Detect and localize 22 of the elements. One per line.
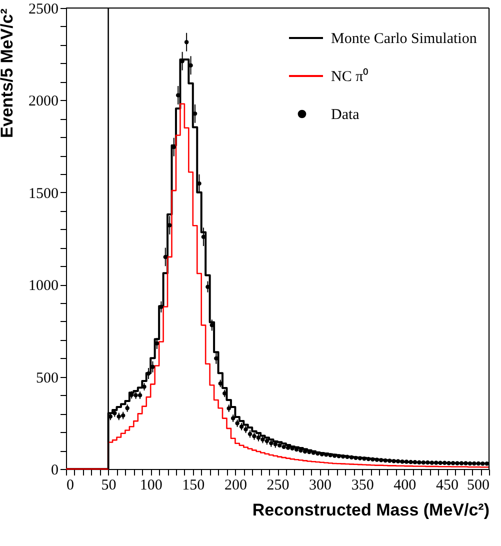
y-axis-title: Events/5 MeV/c² [0,8,16,138]
legend-label: Data [331,107,360,123]
x-tick-label: 450 [436,478,458,494]
legend-label: Monte Carlo Simulation [331,31,478,47]
x-tick-label: 50 [101,478,116,494]
legend-label: NC π⁰ [331,68,368,85]
x-tick-label: 350 [351,478,374,494]
x-tick-label: 300 [309,478,332,494]
x-tick-label: 400 [394,478,416,494]
x-axis-title: Reconstructed Mass (MeV/c²) [252,500,490,520]
x-tick-label: 250 [266,478,290,494]
x-tick-label: 200 [224,478,247,494]
y-tick-label: 500 [36,370,58,386]
x-tick-label: 0 [66,478,74,494]
x-tick-label: 100 [140,478,162,494]
y-tick-label: 1500 [28,186,58,202]
y-tick-label: 0 [51,462,58,478]
y-tick-label: 2000 [28,94,58,110]
x-tick-label: 150 [182,478,205,494]
y-tick-label: 1000 [28,278,58,294]
y-tick-label: 2500 [28,2,58,18]
x-tick-label: 500 [467,478,490,494]
